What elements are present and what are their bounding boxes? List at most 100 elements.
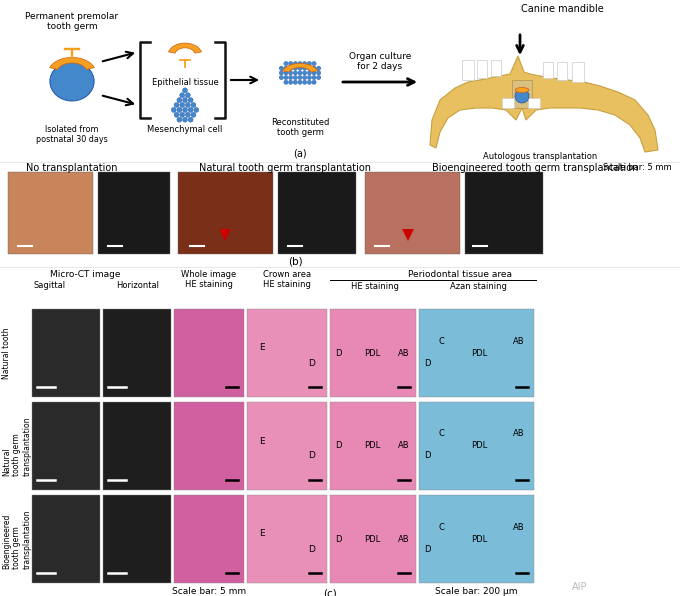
Bar — [330, 495, 416, 583]
Circle shape — [312, 71, 316, 75]
Circle shape — [180, 93, 185, 98]
Bar — [465, 172, 543, 254]
Text: Scale bar: 5 mm: Scale bar: 5 mm — [603, 163, 672, 172]
Bar — [330, 402, 416, 490]
Bar — [178, 172, 273, 254]
Bar — [247, 402, 327, 490]
Bar — [419, 495, 534, 583]
Circle shape — [182, 88, 188, 93]
Text: Bioengineered
tooth germ
transplantation: Bioengineered tooth germ transplantation — [2, 509, 32, 569]
Circle shape — [288, 80, 293, 85]
Circle shape — [180, 113, 185, 117]
Text: Natural tooth germ transplantation: Natural tooth germ transplantation — [199, 163, 371, 173]
Bar — [557, 62, 567, 80]
Text: D: D — [335, 442, 341, 451]
Bar — [103, 402, 171, 490]
Bar — [419, 309, 534, 397]
Circle shape — [293, 80, 297, 85]
Circle shape — [288, 66, 293, 70]
Text: AB: AB — [513, 430, 525, 439]
Polygon shape — [169, 43, 201, 53]
Circle shape — [284, 61, 288, 66]
Circle shape — [303, 61, 307, 66]
Ellipse shape — [515, 88, 529, 92]
Bar — [278, 172, 356, 254]
Circle shape — [312, 66, 316, 70]
Circle shape — [186, 93, 190, 98]
Circle shape — [303, 80, 307, 85]
Circle shape — [194, 107, 199, 113]
Text: PDL: PDL — [364, 535, 380, 544]
Text: PDL: PDL — [364, 349, 380, 358]
Text: AB: AB — [398, 442, 410, 451]
Circle shape — [307, 76, 311, 80]
Bar — [528, 98, 540, 108]
Circle shape — [188, 107, 193, 113]
Bar — [572, 62, 584, 82]
Text: E: E — [259, 529, 265, 539]
Circle shape — [182, 117, 188, 122]
Bar — [174, 309, 244, 397]
Text: D: D — [309, 359, 316, 368]
Text: D: D — [309, 545, 316, 554]
Text: AIP: AIP — [573, 582, 588, 592]
Circle shape — [171, 107, 176, 113]
Circle shape — [186, 113, 190, 117]
Circle shape — [288, 61, 293, 66]
Text: Permanent premolar
tooth germ: Permanent premolar tooth germ — [25, 12, 118, 32]
Circle shape — [279, 76, 284, 80]
Text: (a): (a) — [293, 148, 307, 158]
Text: AB: AB — [398, 535, 410, 544]
Bar — [103, 309, 171, 397]
Text: Isolated from
postnatal 30 days: Isolated from postnatal 30 days — [36, 125, 108, 144]
Circle shape — [284, 66, 288, 70]
Circle shape — [298, 71, 302, 75]
Text: Natural
tooth germ
transplantation: Natural tooth germ transplantation — [2, 416, 32, 476]
Text: Scale bar: 5 mm: Scale bar: 5 mm — [172, 587, 246, 596]
Text: AB: AB — [398, 349, 410, 358]
Bar — [419, 402, 534, 490]
Circle shape — [177, 98, 182, 103]
Circle shape — [298, 66, 302, 70]
Bar — [98, 172, 170, 254]
Circle shape — [182, 107, 188, 113]
Circle shape — [191, 113, 196, 117]
Circle shape — [284, 80, 288, 85]
Text: E: E — [259, 343, 265, 352]
Circle shape — [303, 71, 307, 75]
Text: D: D — [424, 545, 430, 554]
Bar — [512, 80, 532, 108]
Text: Whole image
HE staining: Whole image HE staining — [182, 270, 237, 290]
Text: Crown area
HE staining: Crown area HE staining — [263, 270, 311, 290]
Bar — [32, 309, 100, 397]
Bar — [365, 172, 460, 254]
Bar — [502, 98, 514, 108]
Circle shape — [186, 103, 190, 107]
Polygon shape — [50, 57, 95, 70]
Circle shape — [307, 80, 311, 85]
Text: Horizontal: Horizontal — [116, 281, 160, 290]
Bar — [32, 495, 100, 583]
Circle shape — [188, 98, 193, 103]
Text: Periodontal tissue area: Periodontal tissue area — [408, 270, 512, 279]
Text: PDL: PDL — [471, 535, 487, 544]
Polygon shape — [282, 63, 318, 72]
Bar — [8, 172, 93, 254]
Circle shape — [188, 117, 193, 122]
Bar — [103, 495, 171, 583]
Text: AB: AB — [513, 523, 525, 532]
Circle shape — [515, 89, 529, 103]
Text: PDL: PDL — [364, 442, 380, 451]
Text: D: D — [335, 535, 341, 544]
Circle shape — [293, 71, 297, 75]
Text: C: C — [438, 337, 444, 346]
Text: Canine mandible: Canine mandible — [521, 4, 603, 14]
Circle shape — [317, 76, 321, 80]
Text: C: C — [438, 523, 444, 532]
Bar — [543, 62, 553, 78]
Circle shape — [288, 76, 293, 80]
Circle shape — [312, 61, 316, 66]
Text: Organ culture
for 2 days: Organ culture for 2 days — [349, 52, 411, 72]
Text: HE staining: HE staining — [351, 282, 399, 291]
Text: Reconstituted
tooth germ: Reconstituted tooth germ — [271, 118, 329, 138]
